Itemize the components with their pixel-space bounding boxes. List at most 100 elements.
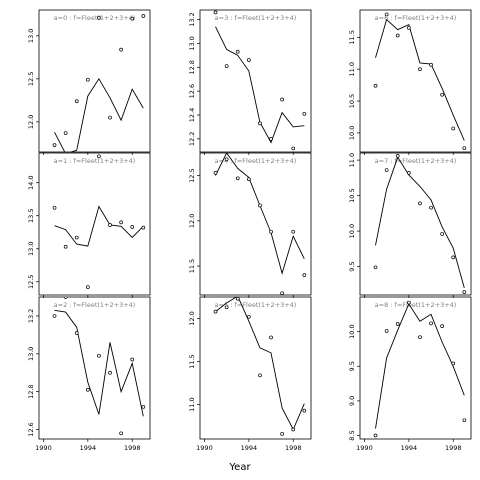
observed-point [235,49,240,54]
plot-area [213,297,307,436]
panel-frame [38,152,151,296]
observed-point [141,14,146,18]
y-tick-label: 11.5 [188,354,196,368]
y-tick-label: 12.5 [188,168,196,182]
x-tick-label: 1990 [356,444,373,452]
x-tick-label: 1994 [241,444,258,452]
y-tick-label: 12.0 [188,311,196,325]
fitted-line [375,156,465,289]
y-tick-label: 12.5 [27,275,35,289]
y-tick-label: 9.5 [348,261,356,271]
observed-point [52,205,57,210]
panel-strip-label: a=0 : f=Fleet(1+2+3+4) [54,14,136,22]
x-tick-label: 1990 [196,444,213,452]
y-tick-label: 13.0 [27,347,35,361]
observed-point [302,408,307,413]
observed-point [130,225,135,229]
observed-point [384,329,389,333]
observed-point [224,64,229,68]
panel-strip-label: a=2 : f=Fleet(1+2+3+4) [54,301,136,309]
y-tick-label: 13.2 [27,309,35,323]
y-tick-label: 8.5 [348,430,356,440]
observed-point [213,10,218,15]
observed-point [373,83,378,88]
observed-point [52,143,57,147]
observed-point [97,15,101,20]
y-tick-label: 13.5 [27,209,35,223]
observed-point [280,291,284,295]
panel-frame [359,296,472,440]
observed-point [302,111,307,116]
observed-point [258,121,262,126]
y-tick-label: 12.0 [188,214,196,228]
y-tick-label: 10.0 [348,126,356,140]
observed-point [213,171,218,175]
plot-area [52,154,146,289]
observed-point [291,146,296,151]
observed-point [462,290,467,295]
panel-5: a=7 : f=Fleet(1+2+3+4) 9.5 10.0 10.5 11.0 [348,152,472,298]
y-tick-label: 12.8 [188,60,196,74]
observed-point [462,418,467,423]
observed-point [429,62,433,67]
observed-point [74,235,79,240]
observed-point [291,229,296,234]
panel-frame [38,296,151,440]
observed-point [462,146,467,151]
panel-frame [38,9,151,153]
panel-7: a=5 : f=Fleet(1+2+3+4) 11.0 11.5 12.0 1990 19… [188,296,312,452]
observed-point [52,314,57,318]
fitted-line [54,77,144,152]
y-tick-label: 11.0 [188,397,196,411]
y-tick-label: 12.0 [27,115,35,129]
x-tick-label: 1998 [445,444,462,452]
panel-strip-label: a=5 : f=Fleet(1+2+3+4) [215,301,297,309]
observed-point [85,387,90,392]
y-tick-label: 12.5 [27,72,35,86]
y-tick-label: 13.0 [27,29,35,43]
observed-point [440,92,444,97]
observed-point [74,99,79,104]
y-tick-label: 13.0 [27,242,35,256]
observed-point [235,297,240,301]
observed-point [451,361,456,366]
observed-point [246,177,251,182]
y-tick-label: 13.2 [188,12,196,26]
plot-area [373,153,467,295]
observed-point [258,373,262,378]
observed-point [406,171,411,175]
observed-point [269,229,273,234]
observed-point [280,97,284,102]
observed-point [406,300,411,305]
panel-8: a=8 : f=Fleet(1+2+3+4) 8.5 9.0 9.5 10.0 1990 1… [348,296,472,452]
observed-point [130,357,135,362]
panel-frame [199,9,312,153]
panel-3: a=1 : f=Fleet(1+2+3+4) 12.5 13.0 13.5 14.0 [27,152,151,298]
observed-point [224,305,229,310]
panel-strip-label: a=1 : f=Fleet(1+2+3+4) [54,157,136,165]
fitted-line [375,18,465,141]
observed-point [302,273,307,277]
y-tick-label: 9.0 [348,396,356,406]
observed-point [85,285,90,289]
panel-strip-label: a=3 : f=Fleet(1+2+3+4) [215,14,297,22]
observed-point [130,16,135,21]
plot-area [373,300,467,438]
observed-point [213,309,218,314]
y-tick-label: 11.0 [348,153,356,167]
observed-point [418,335,422,340]
observed-point [429,205,433,210]
y-tick-label: 10.5 [348,94,356,108]
observed-point [85,77,90,82]
observed-point [451,255,456,260]
fitted-line [375,302,465,429]
observed-point [108,223,112,227]
x-tick-label: 1994 [80,444,97,452]
panel-frame [199,152,312,296]
observed-point [451,126,456,131]
x-tick-label: 1998 [124,444,141,452]
x-axis-title: Year [228,462,251,473]
panel-strip-label: a=8 : f=Fleet(1+2+3+4) [375,301,457,309]
plot-area [52,14,146,152]
observed-point [235,176,240,181]
